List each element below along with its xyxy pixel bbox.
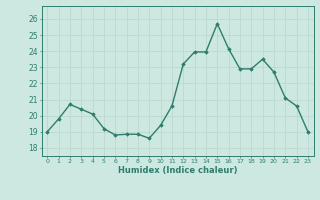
X-axis label: Humidex (Indice chaleur): Humidex (Indice chaleur) — [118, 166, 237, 175]
